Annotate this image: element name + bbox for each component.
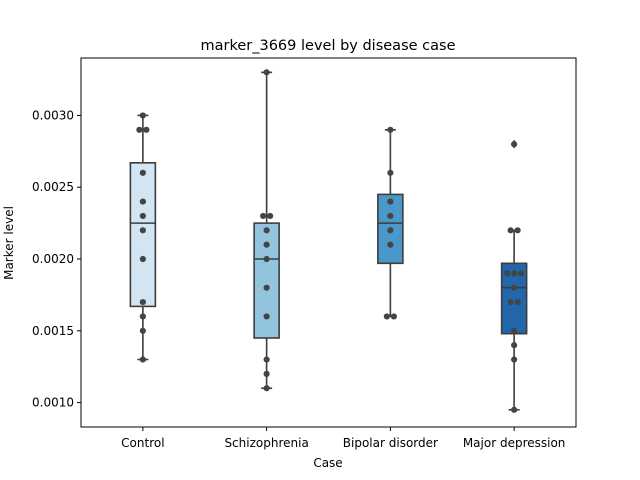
data-point <box>263 69 270 76</box>
x-axis-label: Case <box>313 456 342 470</box>
data-point <box>267 212 274 220</box>
y-tick-label: 0.0030 <box>32 108 74 122</box>
data-point <box>514 227 521 234</box>
x-tick-label: Control <box>121 436 164 450</box>
data-point <box>139 198 146 205</box>
data-point <box>504 270 511 277</box>
data-point <box>139 298 146 306</box>
plot-area: 0.0010 0.0015 0.0020 0.0025 0.0030 Control Sch… <box>32 57 577 450</box>
data-point <box>390 313 397 320</box>
data-point <box>518 270 525 277</box>
data-point <box>263 255 270 263</box>
data-point <box>511 270 518 277</box>
data-point <box>511 141 518 148</box>
data-point <box>387 198 394 205</box>
data-point <box>263 356 270 363</box>
data-point <box>511 284 518 291</box>
data-point <box>507 298 514 306</box>
data-point <box>511 356 518 363</box>
data-point <box>263 385 270 392</box>
x-tick-label: Major depression <box>463 436 566 450</box>
data-point <box>139 327 146 334</box>
data-point <box>383 313 390 320</box>
y-tick-label: 0.0020 <box>32 252 74 266</box>
data-point <box>136 126 143 133</box>
y-tick-label: 0.0010 <box>32 396 74 410</box>
data-point <box>263 313 270 320</box>
data-point <box>139 227 146 234</box>
data-point <box>263 241 270 248</box>
data-point <box>514 298 521 306</box>
data-point <box>139 356 146 363</box>
y-tick-label: 0.0015 <box>32 324 74 338</box>
data-point <box>507 227 514 234</box>
x-tick-label: Schizophrenia <box>224 436 308 450</box>
data-point <box>143 126 150 133</box>
box-control <box>129 162 157 308</box>
data-point <box>260 212 267 220</box>
y-tick-label: 0.0025 <box>32 180 74 194</box>
chart-title: marker_3669 level by disease case <box>201 38 456 54</box>
data-point <box>511 327 518 334</box>
plot-frame <box>80 57 577 428</box>
data-point <box>511 406 518 413</box>
data-point <box>387 241 394 248</box>
x-tick-label: Bipolar disorder <box>343 436 438 450</box>
y-axis-label: Marker level <box>2 206 16 280</box>
data-point <box>387 227 394 234</box>
data-point <box>387 169 394 176</box>
data-point <box>387 212 394 220</box>
data-point <box>139 313 146 320</box>
data-point <box>139 212 146 220</box>
data-point <box>263 284 270 291</box>
data-point <box>139 112 146 119</box>
box-schizophrenia <box>253 222 280 339</box>
data-point <box>139 169 146 176</box>
data-point <box>263 227 270 234</box>
data-point <box>139 255 146 263</box>
data-point <box>387 126 394 133</box>
data-point <box>511 342 518 349</box>
data-point <box>263 370 270 377</box>
